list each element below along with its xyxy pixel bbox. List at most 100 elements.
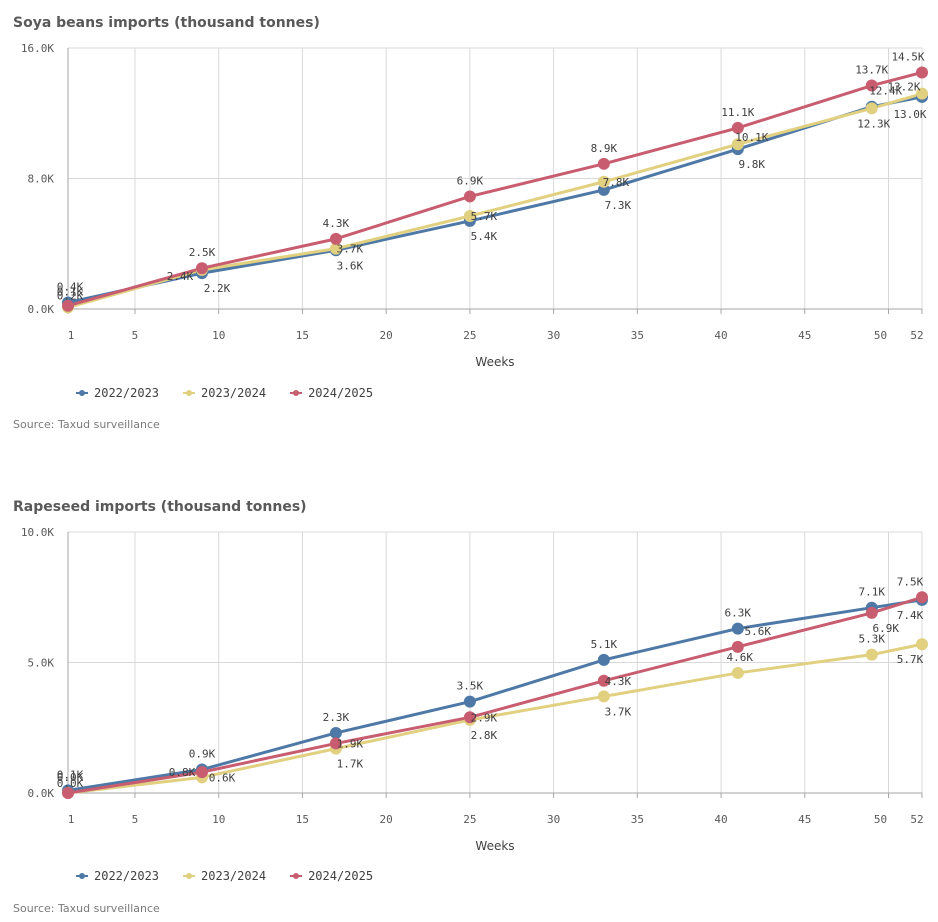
data-label-2022: 12.4K bbox=[869, 85, 902, 98]
x-tick-label: 40 bbox=[714, 329, 727, 342]
data-label-2024: 7.5K bbox=[897, 575, 924, 588]
data-label-2024: 0.8K bbox=[169, 766, 196, 779]
data-label-2024: 6.9K bbox=[457, 174, 484, 187]
data-label-2024: 14.5K bbox=[891, 50, 924, 63]
data-label-2023: 2.8K bbox=[471, 729, 498, 742]
legend-label: 2022/2023 bbox=[94, 869, 160, 883]
data-label-2023: 5.7K bbox=[897, 653, 924, 666]
y-tick-label: 5.0K bbox=[28, 657, 55, 670]
data-point-2023[interactable] bbox=[597, 175, 610, 188]
data-label-2022: 7.1K bbox=[859, 586, 886, 599]
data-point-2024[interactable] bbox=[329, 737, 342, 750]
data-point-2023[interactable] bbox=[329, 242, 342, 255]
data-label-2023: 12.3K bbox=[857, 117, 890, 130]
legend-item-2023[interactable]: 2023/2024 bbox=[183, 869, 266, 883]
data-point-2024[interactable] bbox=[916, 591, 928, 604]
legend-label: 2022/2023 bbox=[94, 386, 160, 400]
data-label-2023: 5.7K bbox=[471, 210, 498, 223]
x-tick-label: 40 bbox=[714, 813, 727, 826]
data-label-2022: 3.5K bbox=[457, 680, 484, 693]
legend-item-2024[interactable]: 2024/2025 bbox=[290, 869, 373, 883]
data-label-2023: 0.0K bbox=[57, 771, 84, 784]
data-point-2024[interactable] bbox=[731, 640, 744, 653]
soya-chart-panel: Soya beans imports (thousand tonnes) 0.0… bbox=[0, 0, 938, 445]
data-point-2023[interactable] bbox=[731, 138, 744, 151]
data-point-2024[interactable] bbox=[195, 262, 208, 275]
data-label-2024: 11.1K bbox=[721, 106, 754, 119]
data-point-2023[interactable] bbox=[916, 638, 928, 651]
data-point-2024[interactable] bbox=[731, 121, 744, 134]
x-tick-label: 5 bbox=[132, 329, 139, 342]
data-label-2022: 13.0K bbox=[893, 108, 926, 121]
data-label-2024: 2.5K bbox=[189, 246, 216, 259]
legend-label: 2023/2024 bbox=[201, 386, 267, 400]
data-label-2023: 2.4K bbox=[167, 270, 194, 283]
x-tick-label: 1 bbox=[68, 813, 75, 826]
data-label-2024: 6.9K bbox=[873, 622, 900, 635]
data-point-2022[interactable] bbox=[597, 653, 610, 666]
x-tick-label: 10 bbox=[212, 329, 225, 342]
x-tick-label: 5 bbox=[132, 813, 139, 826]
data-point-2023[interactable] bbox=[463, 210, 476, 223]
chart-title: Soya beans imports (thousand tonnes) bbox=[13, 15, 320, 31]
data-point-2023[interactable] bbox=[597, 690, 610, 703]
x-tick-label: 35 bbox=[631, 329, 644, 342]
data-label-2023: 13.2K bbox=[887, 81, 920, 94]
x-tick-label: 15 bbox=[296, 813, 309, 826]
x-tick-label: 25 bbox=[463, 813, 476, 826]
data-point-2022[interactable] bbox=[329, 726, 342, 739]
legend-label: 2024/2025 bbox=[308, 869, 374, 883]
chart-legend: 2022/2023 2023/2024 2024/2025 bbox=[76, 386, 373, 400]
data-label-2022: 0.1K bbox=[57, 768, 84, 781]
legend-item-2023[interactable]: 2023/2024 bbox=[183, 386, 266, 400]
x-tick-label: 45 bbox=[798, 329, 811, 342]
data-point-2024[interactable] bbox=[62, 787, 74, 799]
legend-swatch-icon bbox=[76, 389, 88, 397]
data-label-2023: 4.6K bbox=[727, 651, 754, 664]
data-point-2024[interactable] bbox=[463, 190, 476, 203]
legend-item-2022[interactable]: 2022/2023 bbox=[76, 386, 159, 400]
data-label-2022: 0.4K bbox=[57, 280, 84, 293]
data-point-2023[interactable] bbox=[731, 666, 744, 679]
data-point-2022[interactable] bbox=[463, 695, 476, 708]
data-label-2022: 5.4K bbox=[471, 230, 498, 243]
y-tick-label: 0.0K bbox=[28, 787, 55, 800]
data-label-2022: 3.6K bbox=[337, 259, 364, 272]
data-point-2024[interactable] bbox=[597, 674, 610, 687]
data-label-2023: 1.7K bbox=[337, 758, 364, 771]
data-label-2024: 1.9K bbox=[337, 737, 364, 750]
data-point-2024[interactable] bbox=[916, 66, 928, 79]
data-label-2023: 5.3K bbox=[859, 633, 886, 646]
x-tick-label: 52 bbox=[910, 329, 923, 342]
data-point-2022[interactable] bbox=[731, 622, 744, 635]
data-label-2024: 5.6K bbox=[745, 625, 772, 638]
data-point-2024[interactable] bbox=[865, 606, 878, 619]
x-tick-label: 45 bbox=[798, 813, 811, 826]
data-point-2024[interactable] bbox=[597, 157, 610, 170]
data-point-2024[interactable] bbox=[463, 711, 476, 724]
y-tick-label: 0.0K bbox=[28, 303, 55, 316]
series-line-2024 bbox=[67, 595, 923, 795]
data-point-2024[interactable] bbox=[865, 79, 878, 92]
legend-item-2024[interactable]: 2024/2025 bbox=[290, 386, 373, 400]
data-label-2024: 2.9K bbox=[471, 711, 498, 724]
data-point-2024[interactable] bbox=[195, 766, 208, 779]
data-label-2022: 9.8K bbox=[739, 158, 766, 171]
data-point-2024[interactable] bbox=[62, 299, 74, 312]
data-label-2023: 0.6K bbox=[209, 771, 236, 784]
chart-title: Rapeseed imports (thousand tonnes) bbox=[13, 499, 307, 515]
data-point-2024[interactable] bbox=[329, 232, 342, 245]
y-tick-label: 16.0K bbox=[21, 42, 54, 55]
source-note: Source: Taxud surveillance bbox=[13, 902, 160, 915]
data-point-2023[interactable] bbox=[916, 87, 928, 100]
data-point-2023[interactable] bbox=[865, 102, 878, 115]
x-tick-label: 50 bbox=[874, 813, 887, 826]
series-line-2024 bbox=[67, 71, 923, 308]
chart-legend: 2022/2023 2023/2024 2024/2025 bbox=[76, 869, 373, 883]
legend-item-2022[interactable]: 2022/2023 bbox=[76, 869, 159, 883]
legend-swatch-icon bbox=[290, 872, 303, 880]
x-tick-label: 20 bbox=[380, 813, 393, 826]
data-point-2023[interactable] bbox=[865, 648, 878, 661]
data-label-2024: 0.2K bbox=[57, 290, 84, 303]
